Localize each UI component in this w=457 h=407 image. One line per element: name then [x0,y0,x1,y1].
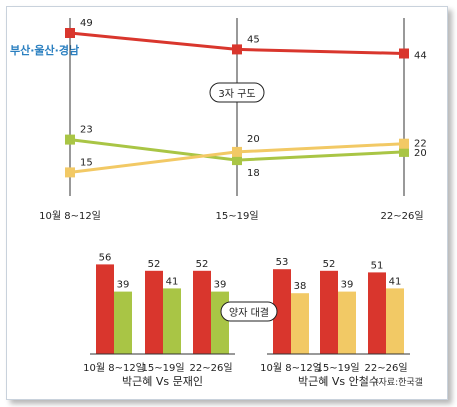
group-2-bar-3-1 [368,272,386,354]
series-3-label-2: 20 [247,134,260,145]
x-tick-label-2: 15~19일 [215,210,258,222]
group-2-bar-3-2 [386,288,404,354]
series-3-label-3: 22 [414,139,427,150]
bar-annotation-label: 양자 대결 [229,307,269,319]
chart-title: 부산·울산·경남 [10,43,79,57]
bar-annotation-badge [220,301,278,322]
group-2-bar-1-1 [273,269,291,354]
group-1-tick-3: 22~26일 [189,362,232,374]
group-1-tick-1: 10월 8~12일 [83,362,145,374]
group-2-value-1-2: 38 [294,281,307,292]
series-2-label-3: 20 [414,148,427,159]
group-1-value-3-2: 39 [214,280,227,291]
series-2-label-2: 18 [247,168,260,179]
source-note: (자료:한국갤 [375,376,423,388]
series-1-point-2 [232,44,242,55]
group-2-value-3-1: 51 [371,260,384,271]
group-1-bar-1-2 [114,291,132,354]
group-2-value-3-2: 41 [389,276,402,287]
series-3-point-3 [399,138,409,149]
series-2-point-1 [65,134,75,145]
series-2-label-1: 23 [80,125,93,136]
group-1-value-1-2: 39 [117,280,130,291]
group-1-value-2-1: 52 [148,259,161,270]
series-1-label-2: 45 [247,34,260,45]
group-1-value-2-2: 41 [166,276,179,287]
group-1-label: 박근혜 Vs 문재인 [122,375,203,388]
group-2-value-2-2: 39 [341,280,354,291]
group-1-value-1-1: 56 [99,252,112,263]
x-tick-label-1: 10월 8~12일 [39,210,101,222]
group-2-bar-2-1 [320,270,338,354]
group-1-tick-2: 15~19일 [141,362,184,374]
series-1-label-3: 44 [414,51,427,62]
group-1-value-3-1: 52 [196,259,209,270]
group-1-bar-2-1 [145,270,163,354]
group-1-bar-3-1 [193,270,211,354]
group-1-bar-2-2 [163,288,181,354]
group-2-label: 박근혜 Vs 안철수 [298,375,379,388]
series-1-point-3 [399,48,409,59]
series-3-point-2 [232,146,242,157]
series-1-label-1: 49 [80,18,93,29]
group-2-value-2-1: 52 [323,259,336,270]
group-2-value-1-1: 53 [276,257,289,268]
series-3-point-1 [65,167,75,178]
series-2-point-3 [399,146,409,157]
group-2-tick-3: 22~26일 [364,362,407,374]
group-2-bar-1-2 [291,293,309,354]
series-3-label-1: 15 [80,157,93,168]
group-2-tick-2: 15~19일 [316,362,359,374]
series-1-point-1 [65,28,75,38]
series-2-point-2 [232,155,242,166]
group-2-bar-2-2 [338,291,356,354]
annotation-label: 3자 구도 [218,88,255,100]
x-tick-label-3: 22~26일 [380,210,423,222]
annotation-badge [209,82,265,103]
group-2-tick-1: 10월 8~12일 [260,362,322,374]
group-1-bar-1-1 [96,264,114,354]
group-1-bar-3-2 [211,291,229,354]
